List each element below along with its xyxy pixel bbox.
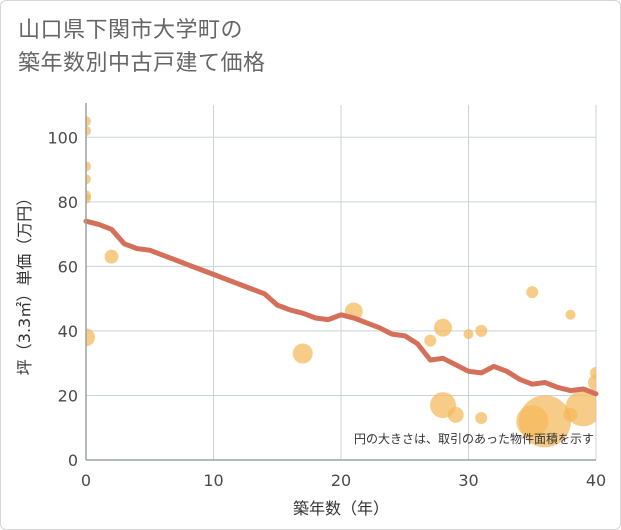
chart-title: 山口県下関市大学町の 築年数別中古戸建て価格 [18, 14, 438, 80]
bubble-point [519, 395, 571, 448]
bubble-point [86, 328, 95, 347]
size-note: 円の大きさは、取引のあった物件面積を示す [354, 431, 594, 446]
y-tick-label: 0 [68, 451, 78, 470]
y-tick-label: 100 [47, 128, 78, 147]
bubble-point [526, 286, 539, 299]
bubble-point [424, 334, 437, 347]
bubble-point [588, 374, 596, 391]
y-tick-label: 80 [58, 193, 78, 212]
trend-line-group [83, 218, 599, 397]
bubble-point [86, 174, 91, 185]
bubble-point [434, 318, 452, 337]
tick-labels: 0 10 20 30 40 0 20 40 60 80 100 [47, 128, 606, 490]
x-tick-label: 10 [203, 471, 223, 490]
bubble-point [86, 193, 91, 204]
y-tick-label: 20 [58, 386, 78, 405]
bubble-point [292, 343, 313, 364]
x-tick-label: 20 [331, 471, 351, 490]
axes [85, 103, 596, 461]
x-tick-label: 40 [586, 471, 606, 490]
bubble-point [86, 125, 91, 136]
bubble-series [86, 116, 596, 448]
bubble-point [463, 329, 474, 340]
y-tick-label: 60 [58, 257, 78, 276]
title-line-1: 山口県下関市大学町の [18, 18, 244, 43]
bubble-point [86, 161, 91, 172]
bubble-point [565, 390, 596, 427]
y-tick-label: 40 [58, 322, 78, 341]
trend-line [83, 218, 599, 397]
y-axis-label: 坪（3.3㎡）単価（万円） [15, 190, 34, 375]
bubble-point [475, 412, 488, 425]
title-line-2: 築年数別中古戸建て価格 [18, 51, 266, 76]
bubble-point [565, 309, 576, 320]
bubble-point [104, 249, 119, 264]
grid-lines [86, 105, 597, 460]
bubble-point [475, 324, 488, 337]
bubble-point [86, 116, 91, 127]
x-tick-label: 30 [458, 471, 478, 490]
x-axis-label: 築年数（年） [293, 499, 389, 518]
x-tick-label: 0 [81, 471, 91, 490]
bubble-point [447, 406, 464, 423]
